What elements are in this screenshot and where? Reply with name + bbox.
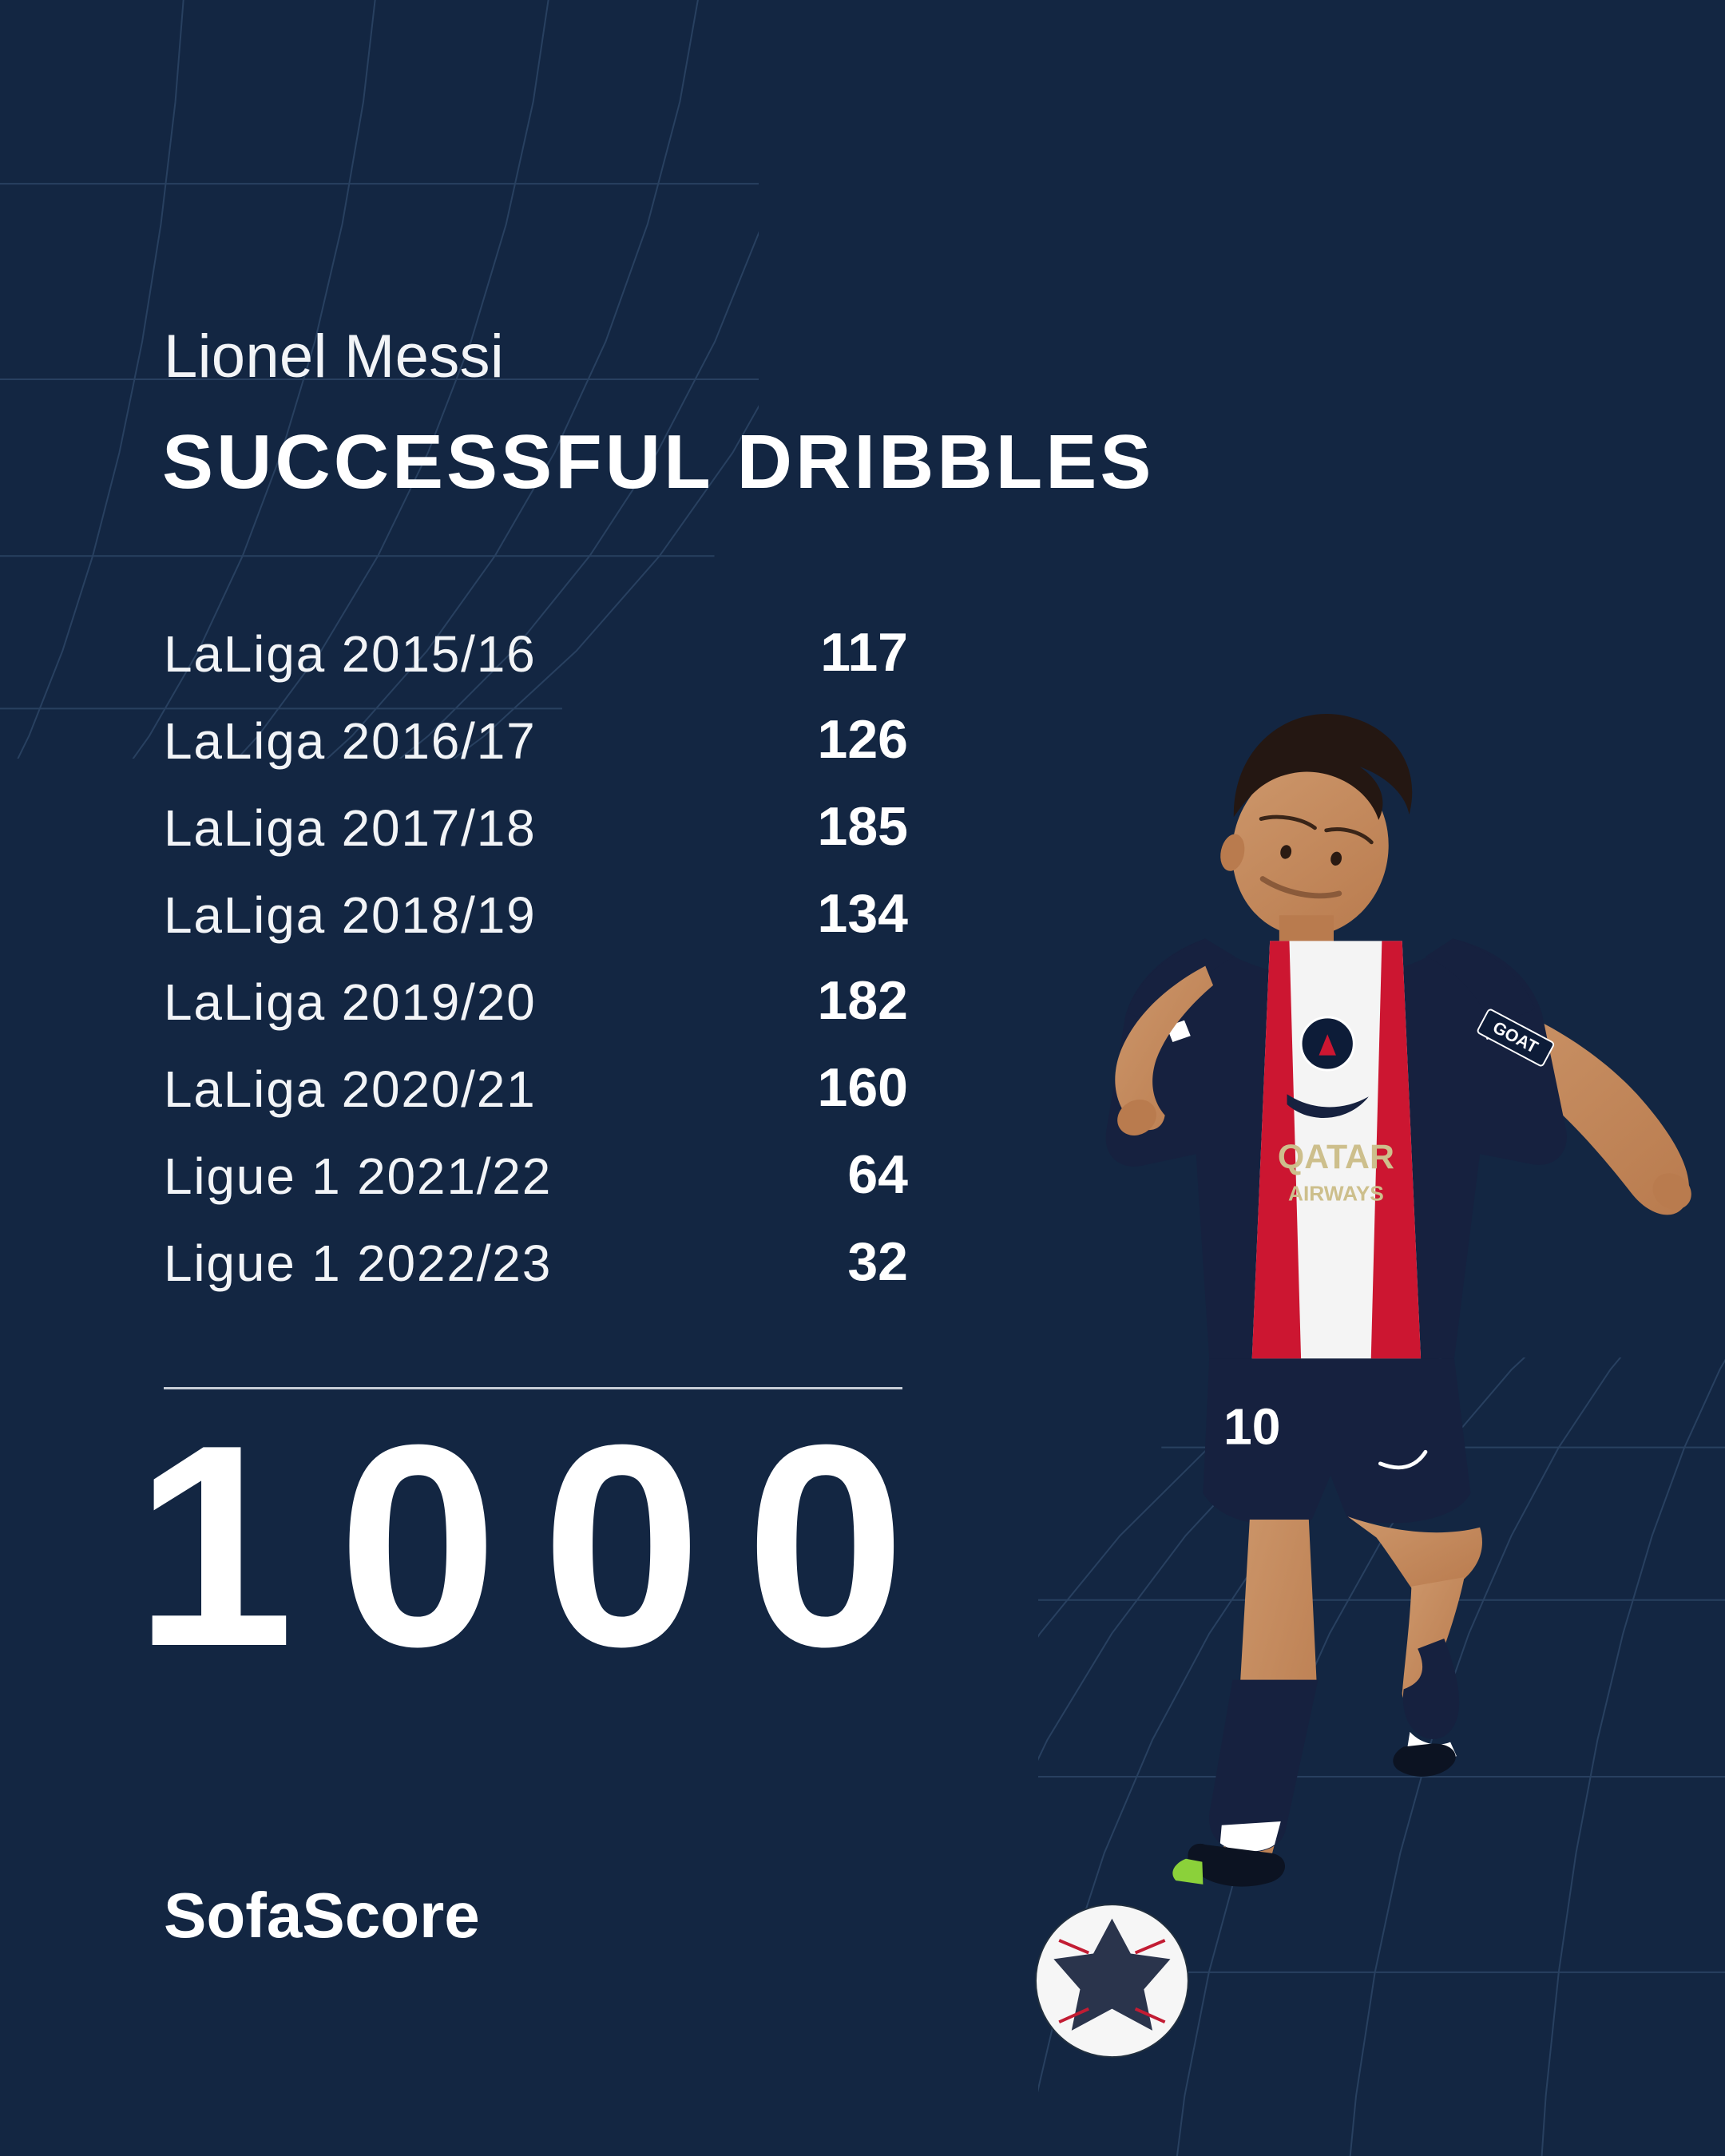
svg-text:AIRWAYS: AIRWAYS (1288, 1182, 1384, 1206)
svg-text:QATAR: QATAR (1278, 1138, 1394, 1176)
svg-text:10: 10 (1223, 1398, 1280, 1456)
